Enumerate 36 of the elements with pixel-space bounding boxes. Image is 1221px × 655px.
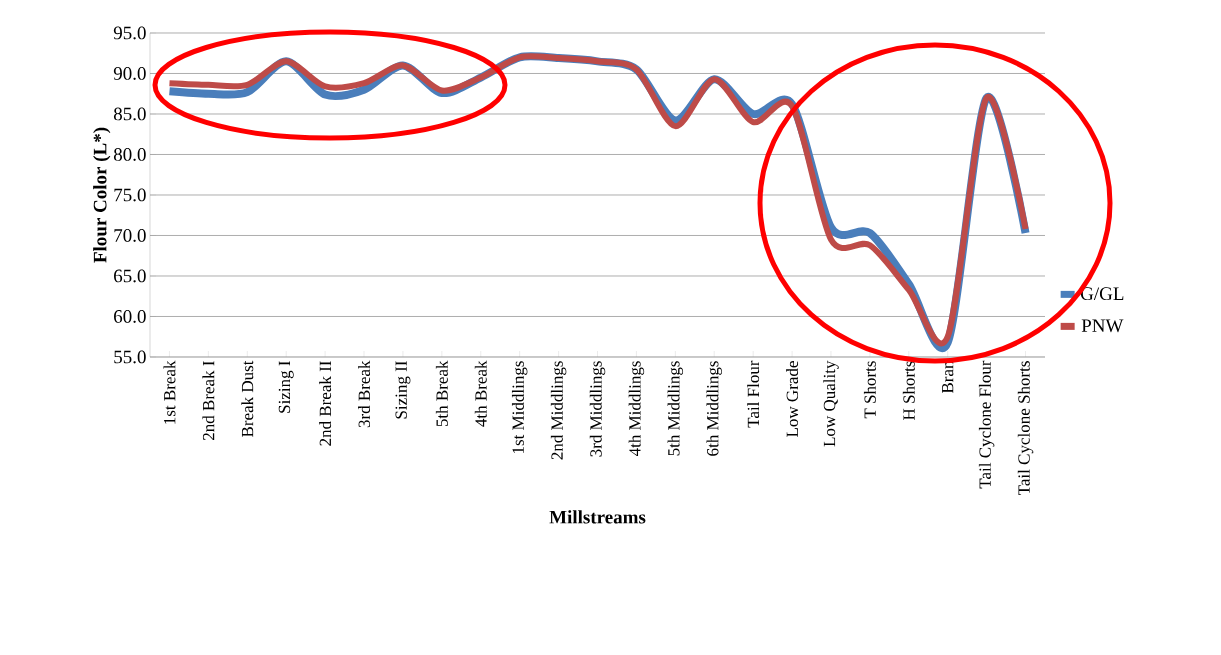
y-tick-label: 90.0 (113, 67, 146, 80)
legend-label: G/GL (1080, 287, 1124, 301)
y-tick-label: 55.0 (114, 350, 146, 364)
x-tick-label: 2nd Middlings (550, 361, 567, 460)
y-tick-label: 70.0 (114, 229, 146, 242)
x-tick-label: Tail Cyclone Flour (978, 360, 995, 489)
x-tick-label: T Shorts (863, 361, 876, 419)
x-tick-label: Bran (942, 360, 954, 394)
x-tick-label: H Shorts (902, 361, 915, 421)
legend-label: PNW (1081, 319, 1124, 333)
x-axis-title: Millstreams (549, 510, 646, 524)
y-tick-label: 65.0 (114, 269, 146, 283)
x-tick-label: 3rd Break (358, 360, 371, 428)
y-tick-label: 60.0 (114, 310, 146, 323)
x-tick-label: Tail Flour (747, 360, 760, 428)
x-tick-label: Tail Cyclone Shorts (1017, 361, 1034, 495)
x-tick-label: 3rd Middlings (589, 361, 606, 457)
x-tick-label: Sizing II (395, 361, 411, 419)
x-tick-label: Low Grade (786, 361, 799, 437)
x-tick-label: 5th Break (435, 360, 448, 427)
x-tick-label: Break Dust (241, 360, 254, 437)
x-tick-label: 4th Break (474, 360, 487, 427)
x-tick-label: 1st Break (163, 360, 176, 424)
y-tick-label: 80.0 (113, 148, 146, 161)
y-axis-title: Flour Color (L*) (93, 127, 111, 263)
x-tick-label: 1st Middlings (511, 361, 528, 454)
x-tick-label: Sizing I (278, 361, 294, 413)
x-tick-label: 4th Middlings (628, 361, 645, 457)
x-tick-label: 2nd Break I (202, 361, 215, 441)
x-tick-label: 6th Middlings (706, 361, 722, 456)
x-tick-label: 5th Middlings (667, 361, 684, 456)
y-tick-label: 85.0 (113, 107, 146, 121)
y-tick-label: 95.0 (113, 26, 146, 40)
y-tick-label: 75.0 (114, 188, 146, 202)
x-tick-label: Low Quality (823, 360, 839, 447)
x-tick-label: 2nd Break II (319, 361, 332, 446)
